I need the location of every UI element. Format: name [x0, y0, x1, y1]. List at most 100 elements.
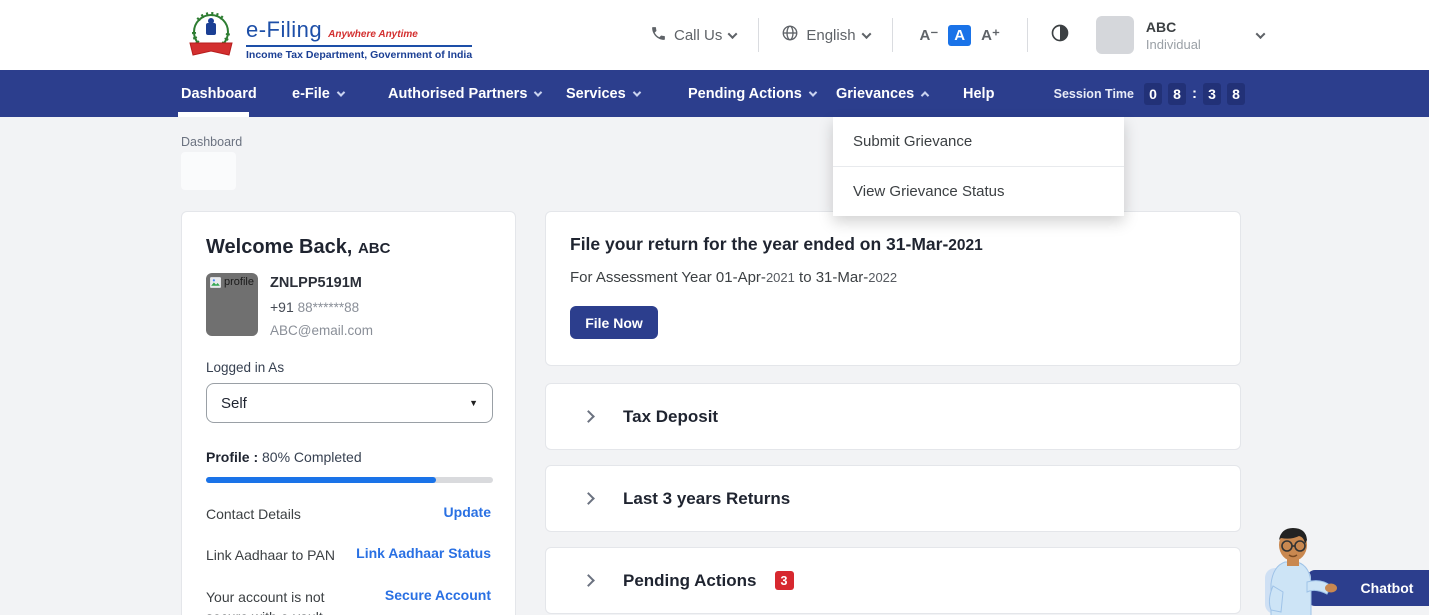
accordion-title: Tax Deposit: [623, 406, 719, 426]
nav-label: Dashboard: [181, 85, 257, 102]
phone-masked: 88******88: [297, 300, 360, 315]
globe-icon: [781, 24, 799, 46]
language-menu[interactable]: English: [781, 24, 871, 46]
link-aadhaar-row: Link Aadhaar to PAN Link Aadhaar Status: [206, 545, 491, 565]
row-label: Your account is not secure with e-vault: [206, 588, 325, 615]
link-aadhaar-status-link[interactable]: Link Aadhaar Status: [356, 545, 491, 562]
active-tab-indicator: [178, 112, 249, 117]
brand-tagline: Anywhere Anytime: [328, 28, 418, 40]
nav-authorised-partners[interactable]: Authorised Partners: [388, 70, 543, 117]
session-digit: 3: [1203, 82, 1221, 105]
caret-down-icon: ▼: [469, 398, 478, 408]
pan-number: ZNLPP5191M: [270, 275, 362, 291]
file-return-card: File your return for the year ended on 3…: [545, 211, 1241, 366]
chevron-right-icon: [582, 410, 595, 423]
chevron-down-icon: [632, 87, 641, 97]
header-actions: Call Us English A⁻ A A⁺: [650, 0, 1266, 70]
accordion-title: Last 3 years Returns: [623, 488, 791, 508]
phone-prefix: +91: [270, 299, 294, 315]
chatbot-widget: Chatbot: [1255, 520, 1429, 615]
email-address: ABC@email.com: [270, 323, 373, 338]
accordion-tax-deposit[interactable]: Tax Deposit: [545, 383, 1241, 450]
font-decrease-button[interactable]: A⁻: [919, 27, 939, 44]
logo-text: e-Filing Anywhere Anytime Income Tax Dep…: [246, 16, 473, 61]
pending-count-badge: 3: [774, 571, 794, 590]
chevron-down-icon: [336, 87, 346, 97]
efiling-logo[interactable]: e-Filing Anywhere Anytime Income Tax Dep…: [186, 10, 473, 67]
logged-in-as-label: Logged in As: [206, 360, 285, 375]
chevron-down-icon: [1255, 28, 1266, 39]
header: e-Filing Anywhere Anytime Income Tax Dep…: [0, 0, 1429, 70]
row-label: Contact Details: [206, 506, 301, 522]
title-year: 2021: [948, 237, 983, 254]
grievances-dropdown: Submit Grievance View Grievance Status: [833, 117, 1124, 216]
user-menu[interactable]: ABC Individual: [1095, 16, 1266, 54]
file-now-button[interactable]: File Now: [570, 306, 658, 339]
divider: [891, 18, 893, 52]
session-colon: :: [1192, 85, 1197, 102]
profile-progress-bar: [206, 477, 493, 483]
nav-label: Pending Actions: [688, 85, 802, 102]
accordion-last-3-years-returns[interactable]: Last 3 years Returns: [545, 465, 1241, 532]
evault-row: Your account is not secure with e-vault …: [206, 587, 491, 615]
update-link[interactable]: Update: [443, 504, 491, 520]
assessment-year-subtitle: For Assessment Year 01-Apr-2021 to 31-Ma…: [570, 269, 1216, 286]
logged-in-as-select[interactable]: Self ▼: [206, 383, 493, 423]
nav-label: Grievances: [836, 85, 915, 102]
subtitle-mid: to 31-Mar-: [794, 269, 869, 286]
logo-subtitle: Income Tax Department, Government of Ind…: [246, 48, 473, 61]
session-digit: 0: [1144, 82, 1162, 105]
call-us-menu[interactable]: Call Us: [650, 25, 738, 46]
divider: [758, 18, 760, 52]
subtitle-year2: 2022: [868, 270, 898, 285]
profile-completion: Profile : 80% Completed: [206, 449, 491, 465]
nav-label: Services: [566, 85, 626, 102]
welcome-name: ABC: [357, 240, 391, 257]
accordion-title: Pending Actions: [623, 570, 757, 590]
user-role: Individual: [1145, 36, 1201, 52]
chevron-right-icon: [582, 574, 595, 587]
nav-services[interactable]: Services: [566, 70, 641, 117]
font-default-button[interactable]: A: [948, 24, 972, 46]
menu-item-view-grievance-status[interactable]: View Grievance Status: [853, 183, 1005, 200]
nav-efile[interactable]: e-File: [292, 70, 346, 117]
nav-label: Help: [963, 85, 995, 102]
nav-pending-actions[interactable]: Pending Actions: [688, 70, 818, 117]
session-time-label: Session Time: [1053, 86, 1134, 101]
menu-item-submit-grievance[interactable]: Submit Grievance: [853, 133, 973, 150]
accordion-pending-actions[interactable]: Pending Actions 3: [545, 547, 1241, 614]
chatbot-assistant-illustration: [1263, 524, 1351, 615]
income-tax-emblem-icon: [186, 10, 236, 67]
profile-photo-alt: profile: [224, 276, 254, 288]
session-digit: 8: [1168, 82, 1186, 105]
font-increase-button[interactable]: A⁺: [981, 27, 1000, 44]
contact-details-row: Contact Details Update: [206, 504, 491, 524]
welcome-heading: Welcome Back, ABC: [206, 236, 491, 259]
secure-account-link[interactable]: Secure Account: [384, 586, 491, 603]
profile-label: Profile :: [206, 449, 259, 465]
nav-help[interactable]: Help: [963, 70, 994, 117]
chevron-down-icon: [534, 87, 543, 97]
avatar: [1095, 16, 1134, 54]
main-nav: Dashboard e-File Authorised Partners Ser…: [0, 70, 1429, 117]
chevron-right-icon: [582, 492, 595, 505]
subtitle-year1: 2021: [765, 270, 795, 285]
contrast-toggle[interactable]: [1050, 23, 1070, 47]
brand-name: e-Filing: [246, 16, 323, 42]
welcome-prefix: Welcome Back,: [206, 236, 353, 258]
row-label: Link Aadhaar to PAN: [206, 547, 335, 564]
selected-value: Self: [221, 394, 247, 412]
phone-icon: [650, 25, 667, 46]
breadcrumb: Dashboard: [181, 135, 243, 149]
profile-progress-fill: [206, 477, 436, 483]
call-us-label: Call Us: [674, 26, 723, 44]
phone-number: +91 88******88: [270, 299, 373, 315]
chevron-down-icon: [861, 28, 871, 39]
session-digit: 8: [1227, 82, 1245, 105]
chevron-down-icon: [727, 28, 738, 39]
session-timer: Session Time 0 8 : 3 8: [1054, 70, 1245, 117]
profile-card: Welcome Back, ABC profile ZNLPP5191M +91…: [181, 211, 516, 615]
divider: [1026, 18, 1028, 52]
nav-grievances[interactable]: Grievances: [836, 70, 930, 117]
nav-dashboard[interactable]: Dashboard: [181, 70, 257, 117]
